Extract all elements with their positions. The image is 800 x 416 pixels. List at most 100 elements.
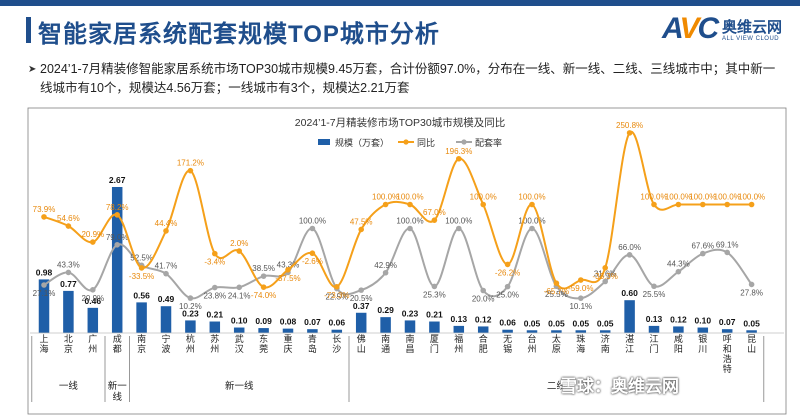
line-1-label: 78.2% xyxy=(106,203,129,212)
bar-value-label: 0.07 xyxy=(719,317,736,327)
line-1-label: 196.3% xyxy=(445,147,472,156)
line-1-label: 100.0% xyxy=(689,193,716,202)
logo-mark-a: A xyxy=(662,12,682,45)
line-2-point-2 xyxy=(90,287,96,293)
line-1-point-27 xyxy=(700,201,706,208)
line-1-point-3 xyxy=(114,212,120,218)
line-1-point-23 xyxy=(602,265,608,271)
logo-mark-v: V xyxy=(679,12,699,45)
line-1-point-17 xyxy=(456,155,462,162)
bar-2 xyxy=(87,307,99,333)
line-2-label: 24.1% xyxy=(228,291,251,300)
bar-value-label: 0.07 xyxy=(304,317,321,327)
chart-legend: 规模（万套） 同比 配套率 xyxy=(318,137,502,148)
line-2-label: 25.0% xyxy=(496,291,519,300)
bar-8 xyxy=(233,327,245,333)
x-tick-label: 银川 xyxy=(698,333,707,354)
line-1-label: 100.0% xyxy=(396,193,423,202)
x-tick-label: 南通 xyxy=(381,333,390,354)
bar-value-label: 0.06 xyxy=(499,318,516,328)
line-1-label: -37.5% xyxy=(275,274,300,283)
line-2-point-26 xyxy=(675,268,682,275)
line-1-label: 73.9% xyxy=(33,205,56,214)
line-1-point-24 xyxy=(626,130,633,136)
line-2-point-7 xyxy=(212,284,218,291)
bar-value-label: 0.05 xyxy=(743,318,760,328)
line-2-label: 25.3% xyxy=(423,290,446,299)
line-2-point-9 xyxy=(260,273,267,279)
x-tick-label: 东莞 xyxy=(259,333,268,354)
line-1-label: 100.0% xyxy=(714,193,741,202)
line-2-label: 100.0% xyxy=(299,217,326,226)
line-2-label: 10.2% xyxy=(179,302,202,311)
x-axis: 上海北京广州成都南京宁波杭州苏州武汉东莞重庆青岛长沙佛山南通南昌厦门福州合肥无锡… xyxy=(30,332,784,374)
line-1-point-25 xyxy=(651,201,657,208)
line-1-label: 100.0% xyxy=(372,193,399,202)
line-1-label: 100.0% xyxy=(470,193,497,202)
bar-value-label: 0.77 xyxy=(60,279,77,289)
line-1-point-7 xyxy=(212,250,218,257)
line-2-point-16 xyxy=(431,283,438,290)
line-2-label: 31.6% xyxy=(594,270,617,279)
bar-7 xyxy=(209,321,221,333)
avc-logo: AVC 奥维云网 ALL VIEW CLOUD xyxy=(662,14,784,48)
legend-item-1: 同比 xyxy=(398,137,435,148)
line-1-label: 250.8% xyxy=(616,121,643,130)
bar-6 xyxy=(185,320,196,333)
x-tick-label: 南京 xyxy=(137,333,146,354)
line-2-label: 25.5% xyxy=(545,290,568,299)
bar-value-label: 0.23 xyxy=(402,308,419,318)
line-1-point-11 xyxy=(309,250,316,257)
x-tick-label: 台州 xyxy=(527,333,536,354)
line-1-label: 100.0% xyxy=(640,193,667,202)
x-tick-label: 江门 xyxy=(649,334,658,354)
x-tick-label: 呼和浩特 xyxy=(723,334,732,374)
line-2-point-23 xyxy=(602,278,608,285)
bar-value-label: 0.13 xyxy=(451,314,468,324)
bar-25 xyxy=(648,325,660,333)
x-tick-label: 珠海 xyxy=(576,333,585,354)
line-2-point-5 xyxy=(163,270,169,277)
summary-text: 2024’1-7月精装修智能家居系统市场TOP30城市规模9.45万套，合计份额… xyxy=(40,62,776,95)
bar-3 xyxy=(111,187,123,333)
x-tick-label: 长沙 xyxy=(332,333,341,354)
line-1-point-10 xyxy=(285,267,291,273)
x-tick-label: 成都 xyxy=(113,333,122,354)
group-label: 一线 xyxy=(59,380,79,392)
line-1-point-5 xyxy=(163,228,169,234)
bar-27 xyxy=(697,327,709,333)
bar-14 xyxy=(380,317,391,333)
logo-mark-c: C xyxy=(697,12,719,45)
line-1-label: -73.3% xyxy=(324,291,349,300)
line-2-point-11 xyxy=(309,225,316,232)
line-1-point-2 xyxy=(90,239,96,245)
bar-0 xyxy=(38,279,50,333)
line-2-label: 69.1% xyxy=(716,240,739,249)
bar-21 xyxy=(551,330,562,333)
bar-17 xyxy=(453,325,465,333)
summary-paragraph: ➤ 2024’1-7月精装修智能家居系统市场TOP30城市规模9.45万套，合计… xyxy=(28,60,780,98)
bar-5 xyxy=(160,306,172,333)
line-2-label: 20.5% xyxy=(350,294,373,303)
x-tick-label: 厦门 xyxy=(430,334,439,354)
group-label: 新一线 xyxy=(225,380,254,392)
bar-value-label: 0.12 xyxy=(670,314,687,324)
line-2-point-14 xyxy=(382,269,389,276)
bar-value-label: 0.21 xyxy=(426,310,443,320)
line-2-label: 67.6% xyxy=(691,242,714,251)
x-tick-label: 佛山 xyxy=(357,333,366,354)
line-1-point-28 xyxy=(724,201,730,208)
bar-value-label: 0.05 xyxy=(597,318,614,328)
bar-11 xyxy=(307,329,318,333)
line-1-point-15 xyxy=(407,201,413,208)
line-1-label: 67.0% xyxy=(423,208,446,217)
x-tick-label: 合肥 xyxy=(479,333,488,354)
bar-value-label: 0.98 xyxy=(36,267,53,277)
bar-value-label: 0.46 xyxy=(85,296,102,306)
line-2-point-22 xyxy=(578,295,584,301)
line-2-label: 27.8% xyxy=(740,288,763,297)
x-tick-label: 苏州 xyxy=(210,333,219,354)
line-2-label: 27.1% xyxy=(33,289,56,298)
line-2-label: 22.5% xyxy=(325,293,348,302)
bar-value-label: 0.21 xyxy=(207,310,224,320)
